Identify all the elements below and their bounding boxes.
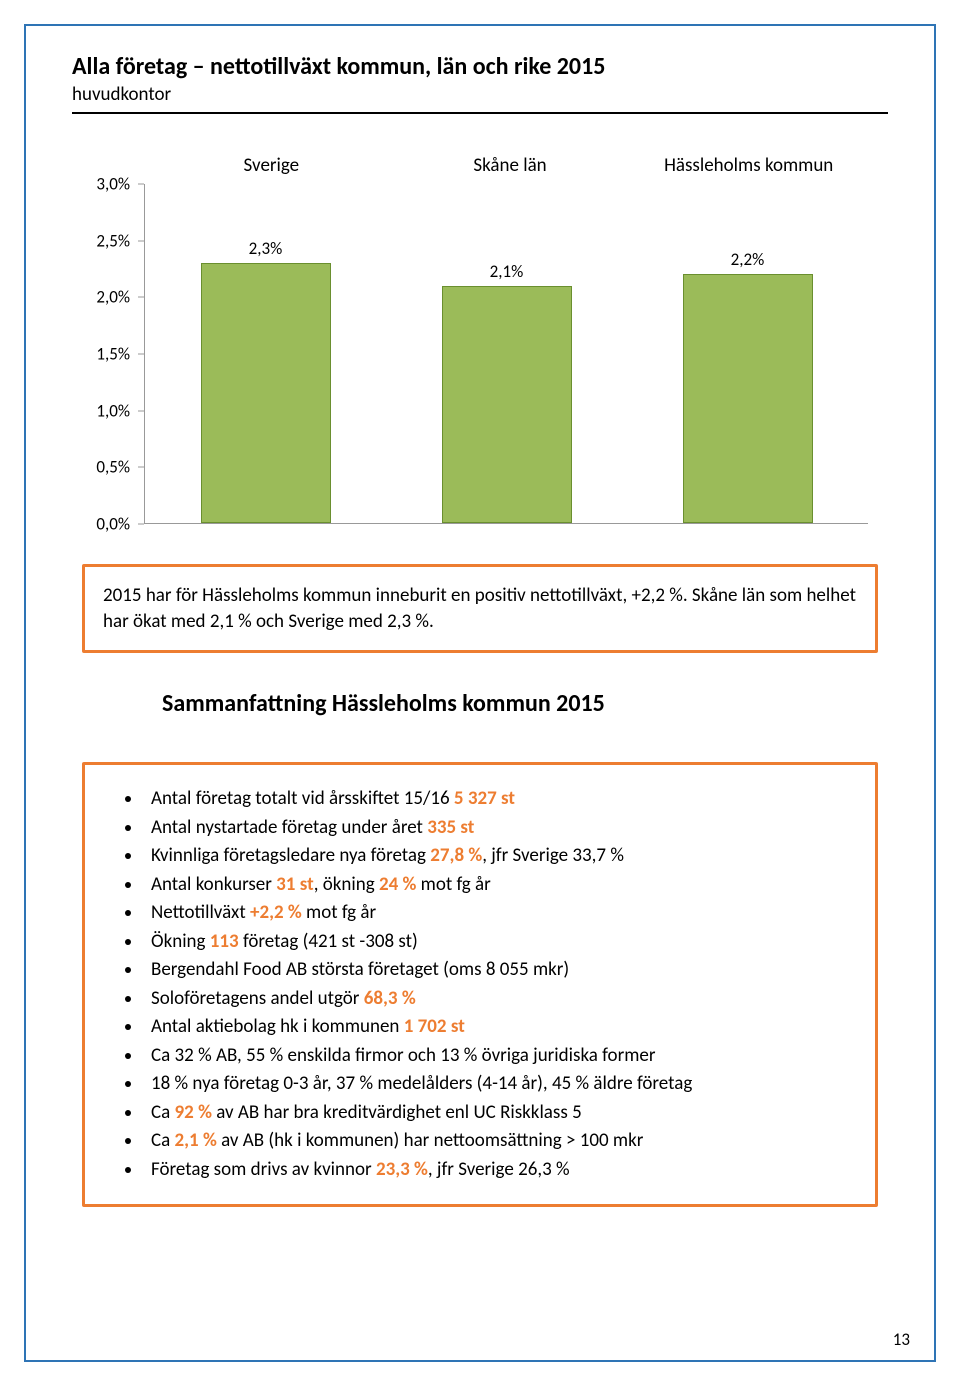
bar [201,263,331,523]
summary-highlight: 5 327 st [454,787,515,810]
chart-plot-area: 2,3% 2,1% 2,2% [144,184,868,524]
summary-text: , ökning [314,873,379,896]
y-axis-label: 2,5% [96,230,130,251]
page-number: 13 [893,1329,910,1350]
bar-value-label: 2,1% [490,261,524,282]
summary-item: Antal konkurser 31 st, ökning 24 % mot f… [143,871,851,900]
summary-text: 18 % nya företag 0-3 år, 37 % medelålder… [151,1072,692,1095]
summary-text: Kvinnliga företagsledare nya företag [151,844,430,867]
y-axis-label: 0,5% [96,457,130,478]
summary-item: Kvinnliga företagsledare nya företag 27,… [143,842,851,871]
y-axis-label: 3,0% [96,174,130,195]
summary-item: Företag som drivs av kvinnor 23,3 %, jfr… [143,1156,851,1185]
summary-text: Antal företag totalt vid årsskiftet 15/1… [151,787,454,810]
page-title: Alla företag – nettotillväxt kommun, län… [72,52,888,81]
note-box: 2015 har för Hässleholms kommun inneburi… [82,564,878,653]
summary-text: Soloföretagens andel utgör [151,987,364,1010]
summary-text: av AB har bra kreditvärdighet enl UC Ris… [212,1101,582,1124]
summary-item: Ca 2,1 % av AB (hk i kommunen) har netto… [143,1127,851,1156]
summary-text: Antal aktiebolag hk i kommunen [151,1015,404,1038]
summary-text: Ökning [151,930,210,953]
chart-cat-0: Sverige [152,154,391,177]
summary-item: Ca 32 % AB, 55 % enskilda firmor och 13 … [143,1042,851,1071]
summary-text: Antal nystartade företag under året [151,816,427,839]
chart-cat-2: Hässleholms kommun [629,154,868,177]
bar-value-label: 2,2% [731,249,765,270]
summary-text: , jfr Sverige 33,7 % [482,844,624,867]
bar [442,286,572,523]
summary-text: Företag som drivs av kvinnor [151,1158,376,1181]
summary-item: Ca 92 % av AB har bra kreditvärdighet en… [143,1099,851,1128]
summary-title: Sammanfattning Hässleholms kommun 2015 [162,689,888,718]
bar-wrap: 2,1% [386,184,627,523]
summary-text: Bergendahl Food AB största företaget (om… [151,958,569,981]
summary-item: Soloföretagens andel utgör 68,3 % [143,985,851,1014]
page-subtitle: huvudkontor [72,83,888,106]
summary-item: Nettotillväxt +2,2 % mot fg år [143,899,851,928]
summary-text: av AB (hk i kommunen) har nettoomsättnin… [217,1129,644,1152]
summary-text: företag (421 st -308 st) [239,930,418,953]
summary-item: Antal företag totalt vid årsskiftet 15/1… [143,785,851,814]
summary-text: Antal konkurser [151,873,276,896]
summary-highlight: 24 % [379,873,416,896]
summary-text: mot fg år [416,873,490,896]
summary-text: mot fg år [302,901,376,924]
bar-wrap: 2,2% [627,184,868,523]
summary-item: Antal nystartade företag under året 335 … [143,814,851,843]
y-axis-label: 1,0% [96,400,130,421]
summary-highlight: 23,3 % [376,1158,428,1181]
summary-highlight: +2,2 % [250,901,302,924]
summary-item: Ökning 113 företag (421 st -308 st) [143,928,851,957]
summary-highlight: 92 % [175,1101,212,1124]
summary-item: Bergendahl Food AB största företaget (om… [143,956,851,985]
y-axis-label: 0,0% [96,514,130,535]
summary-box: Antal företag totalt vid årsskiftet 15/1… [82,762,878,1207]
title-rule [72,112,888,114]
bar [683,274,813,523]
chart-bars: 2,3% 2,1% 2,2% [145,184,868,523]
bar-chart: Sverige Skåne län Hässleholms kommun 3,0… [82,154,868,534]
summary-item: Antal aktiebolag hk i kommunen 1 702 st [143,1013,851,1042]
summary-highlight: 335 st [427,816,474,839]
summary-highlight: 113 [210,930,239,953]
chart-y-axis: 3,0%2,5%2,0%1,5%1,0%0,5%0,0% [82,184,138,524]
summary-highlight: 27,8 % [430,844,482,867]
summary-text: Ca 32 % AB, 55 % enskilda firmor och 13 … [151,1044,655,1067]
bar-value-label: 2,3% [249,238,283,259]
y-axis-label: 2,0% [96,287,130,308]
summary-text: , jfr Sverige 26,3 % [428,1158,570,1181]
summary-highlight: 2,1 % [175,1129,217,1152]
page-content: Alla företag – nettotillväxt kommun, län… [72,52,888,1207]
y-axis-label: 1,5% [96,344,130,365]
chart-cat-1: Skåne län [391,154,630,177]
summary-highlight: 31 st [276,873,314,896]
summary-text: Ca [151,1129,175,1152]
summary-highlight: 68,3 % [364,987,416,1010]
summary-item: 18 % nya företag 0-3 år, 37 % medelålder… [143,1070,851,1099]
bar-wrap: 2,3% [145,184,386,523]
summary-highlight: 1 702 st [404,1015,465,1038]
summary-list: Antal företag totalt vid årsskiftet 15/1… [125,785,851,1184]
chart-category-labels: Sverige Skåne län Hässleholms kommun [152,154,868,177]
summary-text: Ca [151,1101,175,1124]
summary-text: Nettotillväxt [151,901,250,924]
